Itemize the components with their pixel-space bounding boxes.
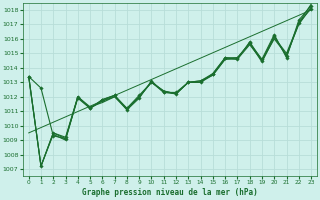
X-axis label: Graphe pression niveau de la mer (hPa): Graphe pression niveau de la mer (hPa) bbox=[82, 188, 258, 197]
